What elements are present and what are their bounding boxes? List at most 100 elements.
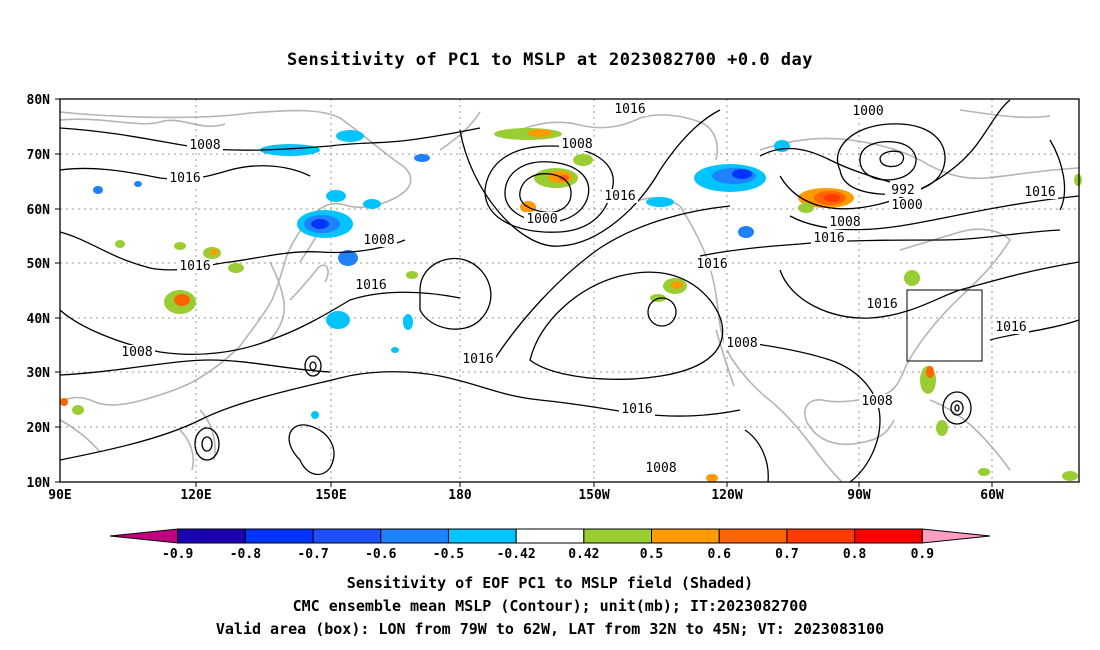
shading-blob (391, 347, 399, 353)
contour-label: 1016 (1024, 185, 1055, 200)
shading-blob (978, 468, 990, 476)
contour-label-bg (811, 231, 847, 245)
tick-marks (55, 98, 993, 487)
colorbar-segment (583, 528, 653, 544)
contour-label: 1016 (621, 402, 652, 417)
shading-blob (338, 250, 358, 266)
contour-label-bg (643, 461, 679, 475)
lat-label: 80N (27, 93, 51, 108)
contour-label: 1008 (726, 336, 757, 351)
colorbar-segment (380, 528, 449, 544)
latitude-labels: 80N 70N 60N 50N 40N 30N 20N 10N (27, 93, 51, 491)
colorbar-label: -0.7 (297, 547, 328, 562)
mslp-contours (59, 99, 1080, 483)
shading-blob (326, 190, 346, 202)
shading-blob (228, 263, 244, 273)
colorbar-segment (515, 528, 585, 544)
shading-blob (93, 186, 103, 194)
contour-label: 1016 (614, 102, 645, 117)
shading-blob (311, 219, 329, 229)
colorbar-label: 0.42 (568, 547, 599, 562)
map-frame (59, 98, 1080, 483)
contour-label-bg (993, 320, 1029, 334)
shading-blob (326, 311, 350, 329)
colorbar-segment (447, 528, 517, 544)
contour-label: 1000 (891, 198, 922, 213)
lat-label: 40N (27, 312, 51, 327)
lon-label: 60W (980, 488, 1004, 503)
valid-area-box (906, 289, 983, 362)
lon-label: 150W (578, 488, 609, 503)
contour-label: 1016 (355, 278, 386, 293)
contour-label: 1008 (829, 215, 860, 230)
lat-label: 30N (27, 366, 51, 381)
colorbar-label: 0.8 (843, 547, 867, 562)
colorbar-segment (109, 528, 179, 544)
shading-blob (210, 249, 218, 255)
contour-label: 1008 (861, 394, 892, 409)
lat-label: 10N (27, 476, 51, 491)
shading-blob (824, 194, 840, 202)
shading-blob (1074, 174, 1082, 186)
contour-label-bg (353, 278, 389, 292)
contour-label-bg (361, 233, 397, 247)
shading-blob (174, 242, 186, 250)
longitude-labels: 90E 120E 150E 180 150W 120W 90W 60W (48, 488, 1004, 503)
colorbar-label: -0.42 (497, 547, 536, 562)
shading-blob (336, 130, 364, 142)
colorbar-segment (651, 528, 720, 544)
shading-blob (738, 226, 754, 238)
colorbar-label: 0.7 (775, 547, 798, 562)
lon-label: 120W (711, 488, 742, 503)
contour-label: 1016 (696, 257, 727, 272)
shading-blob (646, 197, 674, 207)
colorbar-segment (312, 528, 382, 544)
colorbar-label: -0.6 (365, 547, 396, 562)
caption-contour: CMC ensemble mean MSLP (Contour); unit(m… (292, 597, 808, 615)
shading-blob (926, 366, 934, 378)
contour-label: 1016 (866, 297, 897, 312)
contour-label-bg (559, 137, 595, 151)
contour-label: 1008 (121, 345, 152, 360)
contour-label-bg (612, 102, 648, 116)
shading-blob (260, 144, 320, 156)
grid-lines (60, 99, 1079, 482)
shading-blob (706, 474, 718, 482)
caption-shading: Sensitivity of EOF PC1 to MSLP field (Sh… (346, 574, 754, 592)
contour-label-bg (859, 394, 895, 408)
contour-label-bg (619, 402, 655, 416)
contour-label: 992 (891, 183, 914, 198)
colorbar-segment (718, 528, 788, 544)
shading-blob (732, 169, 752, 179)
contour-label: 1008 (561, 137, 592, 152)
contour-label: 1008 (645, 461, 676, 476)
colorbar-segment (854, 528, 923, 544)
colorbar-label: 0.6 (707, 547, 731, 562)
lat-label: 70N (27, 148, 51, 163)
caption-valid-area: Valid area (box): LON from 79W to 62W, L… (215, 620, 885, 638)
contour-label-bg (850, 104, 886, 118)
shading-blob (311, 411, 319, 419)
colorbar-segment (177, 528, 246, 544)
contour-label: 1008 (363, 233, 394, 248)
shading-blob (115, 240, 125, 248)
shading-blob (573, 154, 593, 166)
shading-blob (494, 128, 562, 140)
contour-label-bg (889, 198, 925, 212)
shading-blob (528, 129, 552, 137)
shading-blob (60, 398, 68, 406)
colorbar-label: -0.5 (433, 547, 464, 562)
contour-label: 1016 (604, 189, 635, 204)
shading-blob (671, 281, 683, 289)
contour-label-bg (524, 212, 560, 226)
colorbar-label: 0.9 (911, 547, 934, 562)
contour-label-bg (864, 297, 900, 311)
shading-blob (363, 199, 381, 209)
lon-label: 90E (48, 488, 71, 503)
lon-label: 120E (180, 488, 211, 503)
colorbar-segment (921, 528, 991, 544)
shading-blob (403, 314, 413, 330)
lat-label: 60N (27, 203, 51, 218)
